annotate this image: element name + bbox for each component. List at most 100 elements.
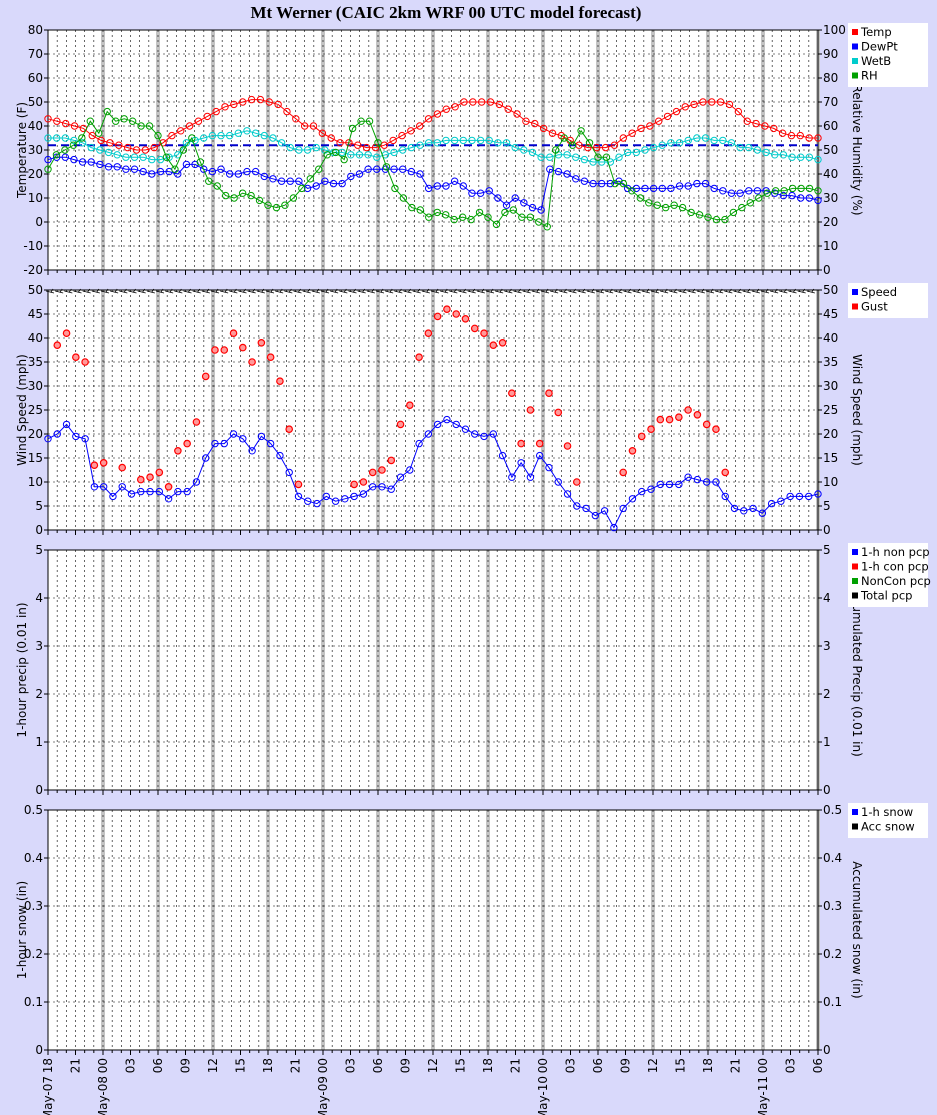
legend-entry: WetB [861,54,891,68]
y-tick-label: 30 [28,379,43,393]
data-point [433,208,441,217]
x-date-label: May-09 [316,1076,330,1115]
y-tick-label: 0 [35,1043,43,1057]
data-point [554,408,563,417]
data-point [113,163,121,171]
series-gust [53,305,730,491]
data-point [670,201,678,209]
data-point [537,206,545,214]
data-point [623,148,632,157]
legend-box [848,23,928,87]
legend-swatch [852,809,858,815]
data-point [450,136,459,145]
y-tick-label: 0.2 [24,947,43,961]
y2-tick-label: 35 [823,355,838,369]
data-point [348,124,357,133]
data-point [44,134,52,142]
wind-barb-icon [650,288,660,294]
data-point [364,165,372,173]
data-point [442,105,450,113]
data-point [451,103,459,111]
data-point [318,129,327,137]
wind-barb-icon [146,288,155,294]
data-point [424,115,433,123]
data-point [520,146,528,154]
data-point [208,131,217,140]
data-point [62,119,70,128]
data-point [285,468,293,477]
data-point [594,153,602,161]
wind-barb-icon [724,288,733,294]
wind-barb-icon [256,288,265,294]
data-point [753,146,762,154]
data-point [269,175,277,183]
wind-barb-icon [339,288,348,294]
data-point [738,203,746,212]
data-point [53,430,61,438]
data-point [150,143,158,152]
y2-tick-label: 0 [823,1043,831,1057]
data-point [196,158,205,166]
data-point [137,122,145,130]
wind-barb-icon [284,288,293,294]
data-point [477,98,486,106]
data-point [623,184,632,193]
data-point [665,415,674,424]
data-point [721,492,729,501]
data-point [96,160,104,169]
data-point [96,146,104,154]
figure-title: Mt Werner (CAIC 2km WRF 00 UTC model for… [251,3,642,22]
data-point [508,473,516,481]
data-point [693,134,701,142]
wind-barb-icon [733,288,742,294]
data-point [779,151,788,159]
y2-tick-label: 80 [823,71,838,85]
data-point [424,139,433,147]
data-point [814,134,822,142]
data-point [649,143,658,152]
data-point [304,497,312,505]
data-point [678,203,687,212]
data-point [443,415,451,424]
data-point [350,480,358,489]
data-point [341,495,349,503]
data-point [658,184,666,193]
data-point [122,165,130,173]
data-point [537,153,545,161]
y2-tick-label: 0 [823,783,831,797]
wind-barb-icon [302,288,311,294]
data-point [710,184,718,193]
legend-box [848,803,928,838]
data-point [145,122,154,130]
wind-barb-icon [174,288,183,294]
data-point [602,153,611,161]
wind-barb-icon [201,288,210,294]
data-point [373,165,381,173]
data-point [295,177,303,185]
data-point [294,480,303,489]
data-point [467,215,475,224]
data-point [494,139,502,147]
data-point [255,196,264,205]
data-point [243,127,251,135]
data-point [805,134,813,142]
legend-entry: Total pcp [860,589,912,603]
wind-barb-icon [513,288,522,294]
legend-entry: 1-h non pcp [861,545,930,559]
wind-barb-icon [311,288,320,294]
data-point [251,167,260,176]
x-hour-label: 12 [646,1058,660,1073]
data-point [130,165,139,173]
data-point [53,341,62,350]
data-point [156,167,165,176]
data-point [729,208,738,217]
x-hour-label: 18 [481,1058,495,1073]
data-point [295,146,303,154]
data-point [182,160,191,169]
wind-barb-icon [806,288,815,294]
data-point [460,98,468,106]
data-point [767,499,776,508]
wind-barb-icon [210,288,220,294]
data-point [518,213,526,221]
data-point [323,151,331,159]
